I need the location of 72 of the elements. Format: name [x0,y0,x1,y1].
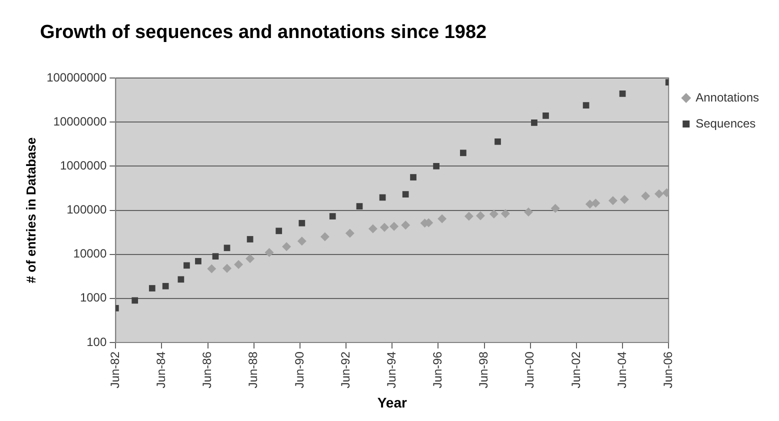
point [178,276,184,283]
point [329,213,336,220]
x-tick-label: Jun-88 [246,351,260,388]
y-tick-label: 100000000 [46,70,107,84]
point [550,204,560,213]
point [276,228,282,234]
y-tick-label: 10000 [73,246,107,261]
point [476,211,485,220]
x-tick-label: Jun-06 [660,351,675,388]
point [641,192,650,201]
point [390,222,399,231]
point [542,112,549,119]
point [585,200,594,209]
x-tick-label: Jun-84 [154,351,168,388]
x-tick-label: Jun-00 [522,351,537,388]
point [264,248,274,258]
point [246,236,254,242]
x-tick-label: Jun-90 [292,351,306,388]
point [500,209,510,218]
legend-label: Sequences [696,116,756,130]
x-tick-label: Jun-94 [384,351,398,388]
point [298,220,306,226]
y-axis-title: # of entries in Database [23,137,38,284]
point [212,253,219,260]
point [380,222,389,232]
point [184,262,190,269]
y-tick-label: 100000 [66,202,107,217]
point [410,174,416,180]
point [402,191,409,198]
x-tick-label: Jun-82 [108,351,122,388]
x-tick-label: Jun-92 [338,351,352,388]
point [433,162,440,170]
point [401,220,410,230]
point [282,242,292,252]
x-tick-label: Jun-02 [568,351,583,388]
point [224,244,230,252]
point [148,285,156,292]
point [222,264,232,273]
point [246,254,255,264]
point [132,297,138,304]
point [320,232,330,242]
y-tick-label: 1000 [80,290,107,305]
x-tick-label: Jun-04 [614,351,629,388]
legend-label: Annotations [696,90,760,104]
point [494,138,501,145]
point [345,228,354,238]
point [162,282,169,290]
point [460,150,466,156]
point [608,196,618,206]
x-tick-label: Jun-96 [430,351,445,388]
y-tick-label: 100 [86,334,107,349]
point [207,264,216,274]
point [368,224,378,234]
chart-title: Growth of sequences and annotations since 1982 [40,22,487,44]
point [234,260,244,269]
y-tick-label: 1000000 [60,158,107,172]
x-tick-label: Jun-98 [476,351,491,388]
point [464,212,474,221]
point [524,208,533,217]
point [620,195,629,204]
point [438,214,447,224]
point [531,119,538,126]
point [297,236,306,246]
point [195,258,202,264]
point [356,203,363,210]
x-tick-label: Jun-86 [200,351,214,388]
y-tick-label: 10000000 [53,114,107,128]
point [619,90,626,97]
point [654,189,664,198]
point [582,102,590,109]
x-axis-title: Year [377,394,408,410]
point [489,210,498,219]
